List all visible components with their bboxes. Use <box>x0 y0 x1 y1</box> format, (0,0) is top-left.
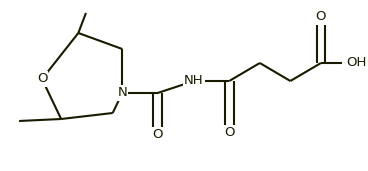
Text: O: O <box>224 127 234 140</box>
Text: O: O <box>152 128 163 141</box>
Text: O: O <box>316 10 326 23</box>
Text: N: N <box>117 87 127 100</box>
Text: NH: NH <box>184 75 204 88</box>
Text: OH: OH <box>347 56 367 69</box>
Text: O: O <box>37 73 47 86</box>
